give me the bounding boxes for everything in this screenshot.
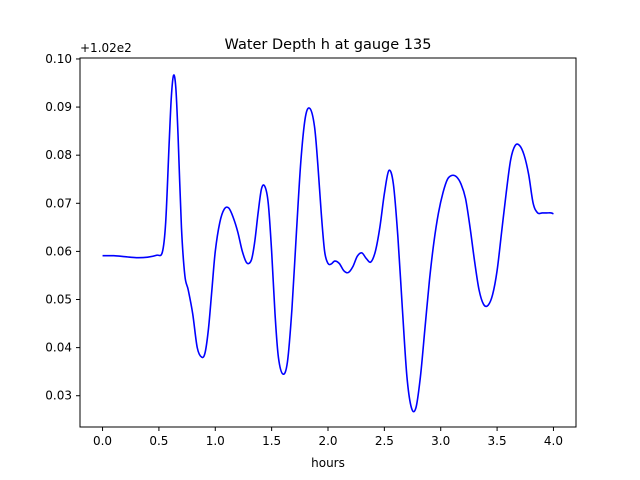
x-tick-label: 1.5	[262, 434, 281, 448]
x-axis-label: hours	[311, 456, 345, 470]
y-tick-label: 0.06	[45, 244, 72, 258]
plot-frame	[79, 57, 577, 428]
x-axis-ticks: 0.0 0.5 1.0 1.5 2.0 2.5 3.0 3.5 4.0	[93, 427, 563, 448]
y-axis-ticks: 0.03 0.04 0.05 0.06 0.07 0.08 0.09 0.10	[45, 52, 80, 403]
x-tick-label: 2.5	[375, 434, 394, 448]
x-tick-label: 3.5	[488, 434, 507, 448]
x-tick-label: 1.0	[206, 434, 225, 448]
y-tick-label: 0.04	[45, 341, 72, 355]
y-tick-label: 0.05	[45, 293, 72, 307]
plot-area	[80, 58, 576, 427]
x-tick-label: 2.0	[318, 434, 337, 448]
y-tick-label: 0.03	[45, 389, 72, 403]
y-tick-label: 0.09	[45, 100, 72, 114]
y-tick-label: 0.10	[45, 52, 72, 66]
y-tick-label: 0.07	[45, 196, 72, 210]
x-tick-label: 4.0	[544, 434, 563, 448]
chart-title: Water Depth h at gauge 135	[225, 37, 432, 53]
x-tick-label: 3.0	[431, 434, 450, 448]
y-axis-offset-label: +1.02e2	[80, 41, 132, 55]
y-tick-label: 0.08	[45, 148, 72, 162]
x-tick-label: 0.5	[149, 434, 168, 448]
water-depth-series-line	[102, 74, 554, 413]
x-tick-label: 0.0	[93, 434, 112, 448]
